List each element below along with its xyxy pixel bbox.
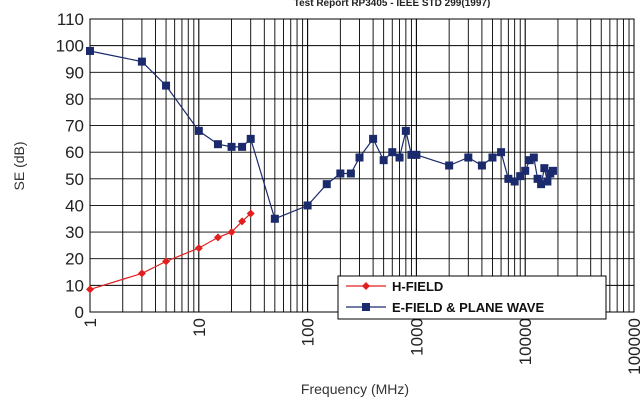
data-point	[162, 257, 171, 266]
plot-area	[89, 18, 635, 313]
x-tick-label: 1000	[407, 318, 426, 356]
data-point	[213, 233, 222, 242]
data-point	[445, 161, 454, 170]
data-point	[227, 228, 236, 237]
series-e-field	[86, 46, 557, 223]
data-point	[213, 140, 222, 149]
grid	[90, 18, 634, 312]
data-point	[516, 172, 525, 181]
data-point	[194, 126, 203, 135]
data-point	[543, 177, 552, 186]
data-point	[369, 134, 378, 143]
data-point	[525, 156, 534, 165]
x-tick-label: 1	[81, 318, 100, 327]
y-tick-label: 80	[65, 90, 84, 109]
legend-marker-e-field	[362, 303, 370, 311]
x-tick-label: 100	[299, 318, 318, 346]
y-tick-label: 50	[65, 170, 84, 189]
y-tick-label: 110	[57, 10, 84, 29]
series-line	[89, 50, 554, 220]
data-point	[537, 180, 546, 189]
data-point	[464, 153, 473, 162]
y-tick-label: 60	[65, 143, 84, 162]
data-point	[488, 153, 497, 162]
data-point	[497, 148, 506, 157]
y-tick-label: 0	[75, 303, 84, 322]
series-line	[89, 212, 252, 290]
data-point	[504, 174, 513, 183]
x-axis-ticks: 1 10 100 1000 10000 100000	[81, 318, 642, 375]
y-tick-label: 90	[65, 63, 84, 82]
data-point	[477, 161, 486, 170]
data-point	[346, 169, 355, 178]
y-tick-label: 20	[65, 250, 84, 269]
data-point	[355, 153, 364, 162]
y-tick-label: 100	[56, 37, 84, 56]
data-point	[336, 169, 345, 178]
y-tick-label: 40	[65, 196, 84, 215]
data-point	[86, 285, 94, 294]
x-axis-label: Frequency (MHz)	[301, 381, 409, 397]
data-point	[395, 153, 404, 162]
y-axis-label: SE (dB)	[11, 141, 27, 190]
data-point	[137, 57, 146, 66]
data-point	[270, 214, 279, 223]
data-point	[162, 81, 171, 90]
legend-marker-h-field	[362, 282, 370, 290]
data-point	[227, 142, 236, 151]
y-tick-label: 70	[65, 117, 84, 136]
data-point	[412, 150, 421, 159]
data-point	[388, 148, 397, 157]
data-point	[533, 174, 542, 183]
data-point	[137, 269, 146, 278]
data-point	[246, 209, 255, 218]
data-point	[401, 126, 410, 135]
chart-title: Test Report RP3405 - IEEE STD 299(1997)	[294, 0, 491, 9]
data-point	[194, 244, 203, 253]
legend: H-FIELD E-FIELD & PLANE WAVE	[337, 275, 607, 320]
y-axis-ticks: 0 10 20 30 40 50 60 70 80 90 100 110	[56, 10, 84, 322]
data-point	[540, 164, 549, 173]
legend-box	[337, 275, 607, 320]
data-point	[379, 156, 388, 165]
data-point	[238, 217, 247, 226]
x-tick-label: 100000	[625, 318, 642, 375]
data-point	[246, 134, 255, 143]
series-h-field	[86, 209, 255, 294]
x-tick-label: 10	[190, 318, 209, 337]
x-tick-label: 10000	[516, 318, 535, 365]
data-point	[407, 150, 416, 159]
legend-label-h-field: H-FIELD	[392, 279, 443, 294]
data-point	[529, 153, 538, 162]
y-tick-label: 10	[65, 276, 84, 295]
data-point	[86, 46, 94, 55]
data-point	[303, 201, 312, 210]
series-layer	[86, 46, 557, 294]
data-point	[521, 166, 530, 175]
y-tick-label: 30	[65, 223, 84, 242]
data-point	[238, 142, 247, 151]
legend-label-e-field: E-FIELD & PLANE WAVE	[392, 300, 544, 315]
data-point	[510, 177, 519, 186]
data-point	[548, 166, 557, 175]
data-point	[322, 180, 331, 189]
